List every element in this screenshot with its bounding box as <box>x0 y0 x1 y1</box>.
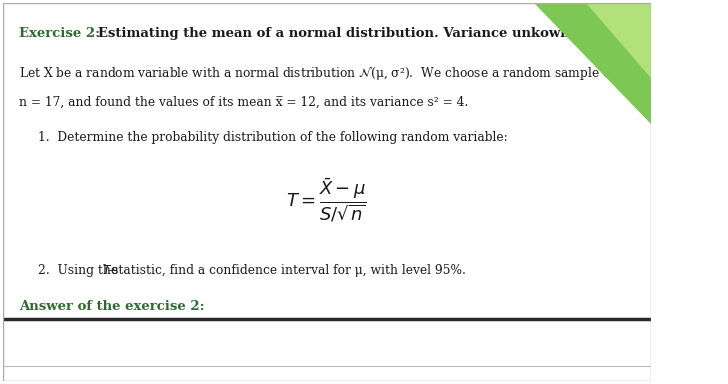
Text: -statistic, find a confidence interval for μ, with level 95%.: -statistic, find a confidence interval f… <box>108 264 466 277</box>
Polygon shape <box>586 3 651 78</box>
Text: n = 17, and found the values of its mean x̅ = 12, and its variance s² = 4.: n = 17, and found the values of its mean… <box>19 96 468 109</box>
Polygon shape <box>534 3 651 124</box>
Text: Exercise 2:: Exercise 2: <box>19 27 100 40</box>
Text: $T = \dfrac{\bar{X} - \mu}{S/\sqrt{n}}$: $T = \dfrac{\bar{X} - \mu}{S/\sqrt{n}}$ <box>286 177 368 224</box>
Text: 2.  Using the: 2. Using the <box>39 264 122 277</box>
Text: $T$: $T$ <box>102 264 112 277</box>
Text: Let X be a random variable with a normal distribution $\mathcal{N}$(μ, σ²).  We : Let X be a random variable with a normal… <box>19 65 644 82</box>
Text: 1.  Determine the probability distribution of the following random variable:: 1. Determine the probability distributio… <box>39 131 508 144</box>
Text: Answer of the exercise 2:: Answer of the exercise 2: <box>19 300 205 313</box>
Text: Estimating the mean of a normal distribution. Variance unkown: Estimating the mean of a normal distribu… <box>84 27 569 40</box>
